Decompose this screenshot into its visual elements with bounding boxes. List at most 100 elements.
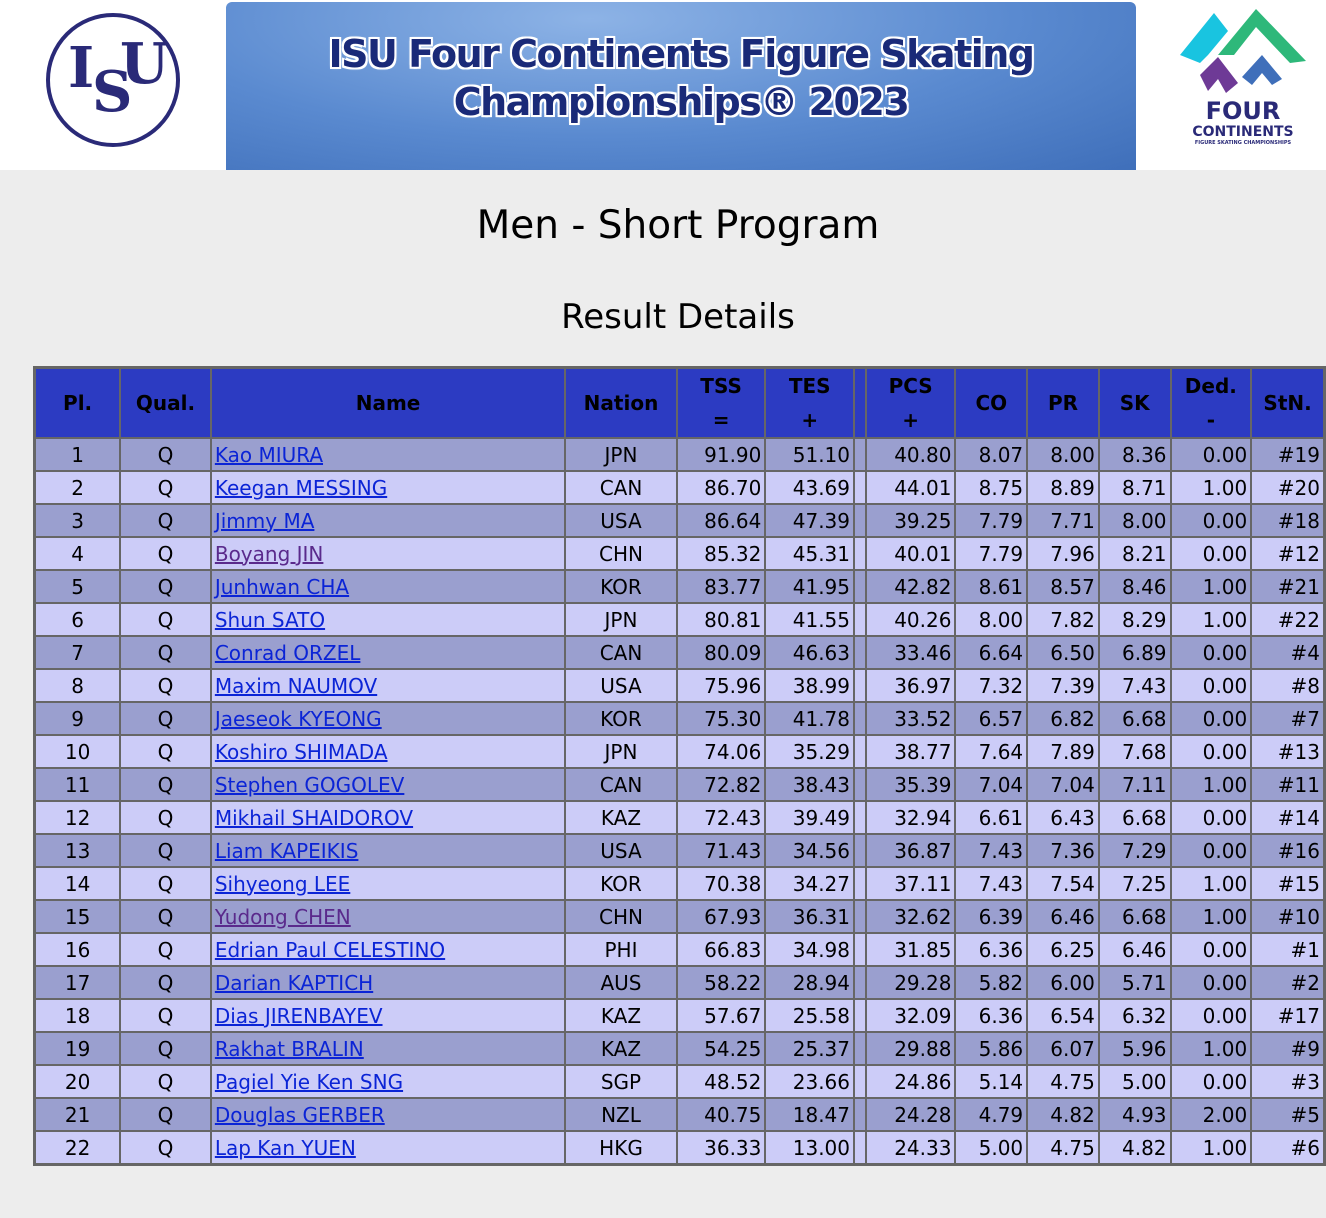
skater-link[interactable]: Shun SATO <box>214 607 326 632</box>
skater-link[interactable]: Lap Kan YUEN <box>214 1135 356 1160</box>
header-co[interactable]: CO <box>954 366 1029 439</box>
skater-link[interactable]: Douglas GERBER <box>214 1102 385 1127</box>
cell-sk: 8.36 <box>1097 437 1172 472</box>
cell-tes: 51.10 <box>764 437 856 472</box>
cell-qual: Q <box>119 503 212 538</box>
skater-link[interactable]: Junhwan CHA <box>214 574 350 599</box>
cell-tes: 36.31 <box>764 899 856 934</box>
cell-pr: 6.82 <box>1026 701 1100 736</box>
skater-link[interactable]: Edrian Paul CELESTINO <box>214 937 446 962</box>
cell-stn: #6 <box>1250 1130 1326 1166</box>
cell-stn: #5 <box>1250 1097 1326 1132</box>
cell-qual: Q <box>119 767 212 802</box>
cell-nation: JPN <box>564 734 678 769</box>
header-pl[interactable]: Pl. <box>33 366 122 439</box>
cell-sk: 6.46 <box>1097 932 1172 967</box>
cell-tss: 36.33 <box>675 1130 767 1166</box>
cell-stn: #21 <box>1250 569 1326 604</box>
cell-pr: 4.75 <box>1026 1064 1100 1099</box>
results-table: Pl. Qual. Name Nation TSS = TES + PCS + CO … <box>33 366 1326 1166</box>
header-tss[interactable]: TSS = <box>675 366 767 439</box>
cell-stn: #11 <box>1250 767 1326 802</box>
cell-sk: 6.32 <box>1097 998 1172 1033</box>
cell-pcs: 32.62 <box>864 899 957 934</box>
cell-tes: 25.58 <box>764 998 856 1033</box>
header-sk[interactable]: SK <box>1097 366 1172 439</box>
cell-qual: Q <box>119 569 212 604</box>
header-qual[interactable]: Qual. <box>119 366 212 439</box>
cell-tss: 91.90 <box>675 437 767 472</box>
cell-pr: 7.39 <box>1026 668 1100 703</box>
cell-tes: 43.69 <box>764 470 856 505</box>
cell-ded: 0.00 <box>1169 635 1253 670</box>
cell-tss: 86.64 <box>675 503 767 538</box>
skater-link[interactable]: Jimmy MA <box>214 508 315 533</box>
skater-link[interactable]: Boyang JIN <box>214 541 324 566</box>
skater-link[interactable]: Darian KAPTICH <box>214 970 374 995</box>
cell-co: 8.75 <box>954 470 1029 505</box>
table-row: 14 Q Sihyeong LEE KOR 70.38 34.27 37.11 7.43 7.5… <box>33 866 1326 901</box>
cell-pcs: 24.86 <box>864 1064 957 1099</box>
skater-link[interactable]: Mikhail SHAIDOROV <box>214 805 414 830</box>
skater-link[interactable]: Pagiel Yie Ken SNG <box>214 1069 404 1094</box>
spacer-cell <box>853 866 867 901</box>
cell-pr: 7.96 <box>1026 536 1100 571</box>
cell-co: 6.36 <box>954 998 1029 1033</box>
skater-link[interactable]: Conrad ORZEL <box>214 640 361 665</box>
cell-pr: 7.89 <box>1026 734 1100 769</box>
cell-stn: #20 <box>1250 470 1326 505</box>
cell-sk: 7.43 <box>1097 668 1172 703</box>
cell-co: 7.32 <box>954 668 1029 703</box>
cell-nation: KOR <box>564 569 678 604</box>
cell-name: Kao MIURA <box>209 437 567 472</box>
cell-sk: 8.21 <box>1097 536 1172 571</box>
skater-link[interactable]: Yudong CHEN <box>214 904 351 929</box>
skater-link[interactable]: Jaeseok KYEONG <box>214 706 382 731</box>
cell-tes: 34.27 <box>764 866 856 901</box>
skater-link[interactable]: Stephen GOGOLEV <box>214 772 405 797</box>
cell-tss: 66.83 <box>675 932 767 967</box>
cell-tes: 46.63 <box>764 635 856 670</box>
cell-tss: 54.25 <box>675 1031 767 1066</box>
header-spacer <box>853 366 867 439</box>
skater-link[interactable]: Koshiro SHIMADA <box>214 739 388 764</box>
cell-ded: 1.00 <box>1169 767 1253 802</box>
table-row: 19 Q Rakhat BRALIN KAZ 54.25 25.37 29.88 5.86 6.… <box>33 1031 1326 1066</box>
table-row: 9 Q Jaeseok KYEONG KOR 75.30 41.78 33.52 6.57 6.… <box>33 701 1326 736</box>
cell-ded: 1.00 <box>1169 1031 1253 1066</box>
cell-qual: Q <box>119 602 212 637</box>
cell-ded: 0.00 <box>1169 965 1253 1000</box>
cell-qual: Q <box>119 965 212 1000</box>
skater-link[interactable]: Sihyeong LEE <box>214 871 351 896</box>
cell-name: Jimmy MA <box>209 503 567 538</box>
header-tes[interactable]: TES + <box>764 366 856 439</box>
header-ded[interactable]: Ded. - <box>1169 366 1253 439</box>
cell-sk: 4.93 <box>1097 1097 1172 1132</box>
cell-pl: 17 <box>33 965 122 1000</box>
skater-link[interactable]: Liam KAPEIKIS <box>214 838 359 863</box>
cell-co: 8.00 <box>954 602 1029 637</box>
cell-co: 7.79 <box>954 536 1029 571</box>
cell-tss: 58.22 <box>675 965 767 1000</box>
skater-link[interactable]: Maxim NAUMOV <box>214 673 378 698</box>
cell-qual: Q <box>119 668 212 703</box>
cell-nation: USA <box>564 668 678 703</box>
skater-link[interactable]: Kao MIURA <box>214 442 324 467</box>
header-nation[interactable]: Nation <box>564 366 678 439</box>
cell-name: Liam KAPEIKIS <box>209 833 567 868</box>
skater-link[interactable]: Dias JIRENBAYEV <box>214 1003 383 1028</box>
header-name[interactable]: Name <box>209 366 567 439</box>
cell-tss: 74.06 <box>675 734 767 769</box>
cell-stn: #16 <box>1250 833 1326 868</box>
cell-sk: 6.68 <box>1097 899 1172 934</box>
header-pr[interactable]: PR <box>1026 366 1100 439</box>
cell-nation: CHN <box>564 536 678 571</box>
header-pcs[interactable]: PCS + <box>864 366 957 439</box>
cell-stn: #13 <box>1250 734 1326 769</box>
cell-tes: 41.55 <box>764 602 856 637</box>
cell-co: 7.43 <box>954 833 1029 868</box>
skater-link[interactable]: Keegan MESSING <box>214 475 388 500</box>
skater-link[interactable]: Rakhat BRALIN <box>214 1036 364 1061</box>
header-stn[interactable]: StN. <box>1250 366 1326 439</box>
cell-co: 5.14 <box>954 1064 1029 1099</box>
